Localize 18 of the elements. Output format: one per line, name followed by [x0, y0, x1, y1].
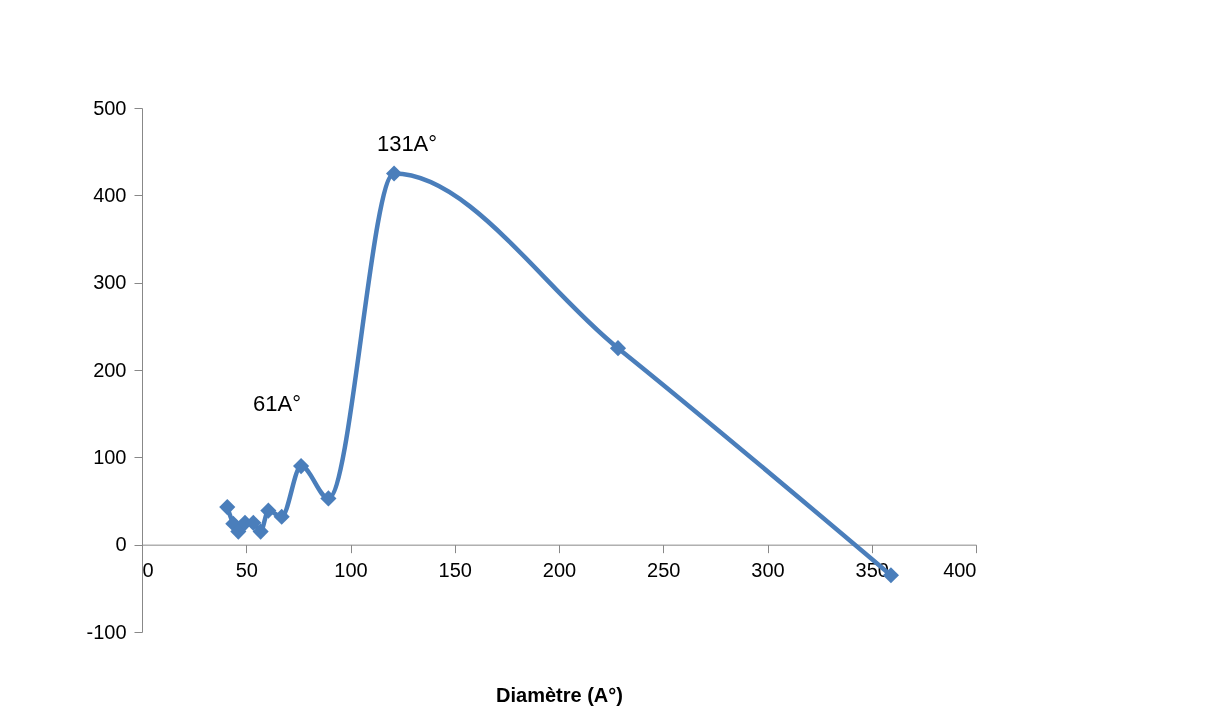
annotation: 131A° [376, 131, 438, 156]
x-tick-label: 150 [438, 559, 472, 582]
y-tick-label: 200 [93, 358, 127, 381]
y-tick-label: 400 [93, 183, 127, 206]
x-tick-label: 100 [334, 559, 368, 582]
annotation: 61A° [253, 391, 301, 416]
x-tick-label: 200 [542, 559, 577, 582]
y-tick-label: 300 [93, 271, 127, 294]
x-tick-label: 300 [751, 559, 785, 582]
y-tick-label: 100 [93, 445, 127, 468]
y-tick-label: 0 [115, 533, 127, 556]
x-tick-label: 0 [142, 559, 154, 582]
x-axis-title: Diamètre (A°) [496, 684, 623, 707]
x-tick-label: 400 [943, 559, 977, 582]
x-tick-label: 50 [235, 559, 258, 582]
x-tick-label: 250 [647, 559, 681, 582]
y-tick-label: -100 [86, 620, 127, 643]
y-tick-label: 500 [93, 96, 127, 119]
